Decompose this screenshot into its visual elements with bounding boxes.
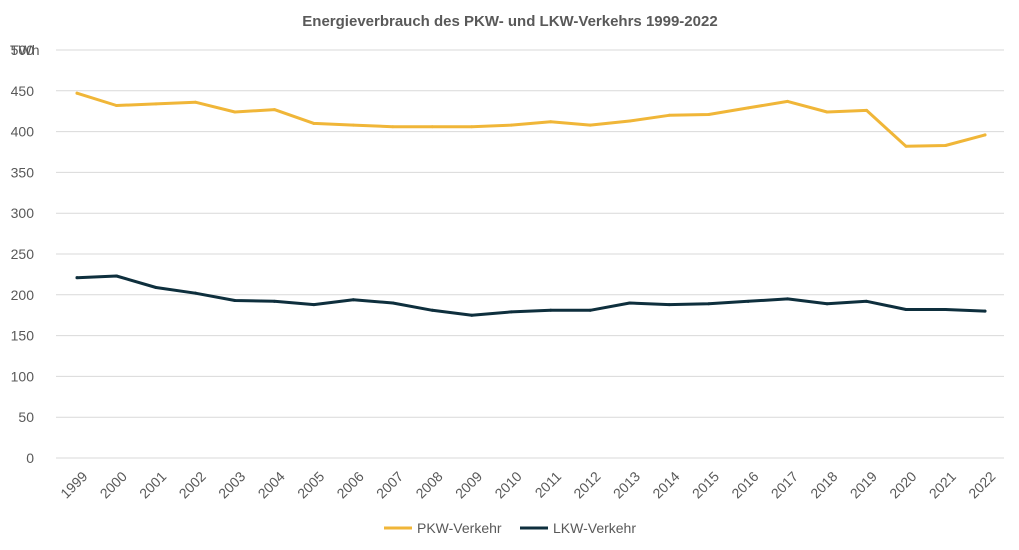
data-point [312, 303, 316, 307]
x-tick-label: 2018 [807, 468, 840, 501]
x-tick-label: 2021 [926, 468, 959, 501]
x-tick-label: 2000 [97, 468, 130, 501]
x-tick-label: 2013 [610, 468, 643, 501]
x-tick-label: 2002 [176, 468, 209, 501]
data-point [193, 291, 197, 295]
data-point [154, 285, 158, 289]
y-tick-label: 100 [11, 368, 35, 384]
y-tick-label: 200 [11, 287, 35, 303]
x-tick-label: 2003 [215, 468, 248, 501]
data-point [549, 308, 553, 312]
legend-label: LKW-Verkehr [553, 520, 636, 536]
data-point [391, 301, 395, 305]
data-point [786, 297, 790, 301]
data-point [865, 108, 869, 112]
data-point [628, 301, 632, 305]
data-point [114, 274, 118, 278]
data-point [470, 125, 474, 129]
data-point [312, 121, 316, 125]
y-tick-label: 250 [11, 246, 35, 262]
data-point [825, 110, 829, 114]
y-tick-label: 400 [11, 124, 35, 140]
data-point [272, 299, 276, 303]
data-point [983, 133, 987, 137]
y-axis-label: TWh [10, 42, 40, 58]
x-tick-label: 2020 [886, 468, 919, 501]
data-point [746, 299, 750, 303]
data-point [233, 110, 237, 114]
data-point [193, 100, 197, 104]
data-point [707, 112, 711, 116]
data-point [509, 310, 513, 314]
x-tick-label: 2017 [768, 468, 801, 501]
x-tick-label: 2016 [728, 468, 761, 501]
legend-label: PKW-Verkehr [417, 520, 502, 536]
x-tick-label: 2015 [689, 468, 722, 501]
data-point [470, 313, 474, 317]
data-point [391, 125, 395, 129]
data-point [667, 303, 671, 307]
gridlines [56, 49, 1004, 459]
data-point [944, 307, 948, 311]
x-tick-label: 2014 [649, 468, 682, 501]
x-tick-label: 2011 [532, 468, 565, 501]
data-point [588, 308, 592, 312]
data-point [430, 125, 434, 129]
data-point [707, 302, 711, 306]
series-line-pkw-verkehr [75, 91, 987, 148]
y-tick-label: 50 [18, 409, 34, 425]
series-lines [75, 91, 987, 317]
data-point [825, 302, 829, 306]
data-point [75, 276, 79, 280]
y-tick-label: 450 [11, 83, 35, 99]
data-point [628, 119, 632, 123]
x-tick-label: 2012 [570, 468, 603, 501]
chart-title: Energieverbrauch des PKW- und LKW-Verkeh… [302, 13, 717, 30]
data-point [983, 309, 987, 313]
x-axis-ticks: 1999 2000 2001 2002 2003 2004 2005 2006 2007 2008… [57, 468, 998, 501]
series-points-lkw-verkehr [75, 274, 987, 317]
x-tick-label: 2001 [136, 468, 169, 501]
data-point [351, 123, 355, 127]
x-tick-label: 2022 [965, 468, 998, 501]
x-tick-label: 2010 [491, 468, 524, 501]
data-point [746, 106, 750, 110]
series-line-lkw-verkehr [75, 274, 987, 317]
x-tick-label: 1999 [57, 468, 90, 501]
y-tick-label: 300 [11, 205, 35, 221]
data-point [351, 298, 355, 302]
x-tick-label: 2009 [452, 468, 485, 501]
data-point [786, 99, 790, 103]
data-point [233, 299, 237, 303]
data-point [549, 120, 553, 124]
y-tick-label: 0 [26, 450, 34, 466]
data-point [865, 299, 869, 303]
data-point [114, 103, 118, 107]
y-tick-label: 350 [11, 164, 35, 180]
y-tick-label: 150 [11, 328, 35, 344]
legend-item: LKW-Verkehr [520, 520, 636, 536]
data-point [509, 123, 513, 127]
x-tick-label: 2007 [373, 468, 406, 501]
x-tick-label: 2008 [412, 468, 445, 501]
legend: PKW-Verkehr LKW-Verkehr [384, 520, 636, 536]
x-tick-label: 2006 [333, 468, 366, 501]
data-point [944, 143, 948, 147]
legend-item: PKW-Verkehr [384, 520, 502, 536]
data-point [904, 307, 908, 311]
x-tick-label: 2019 [847, 468, 880, 501]
series-points-pkw-verkehr [75, 91, 987, 148]
x-tick-label: 2005 [294, 468, 327, 501]
data-point [667, 113, 671, 117]
data-point [430, 308, 434, 312]
data-point [272, 108, 276, 112]
data-point [75, 91, 79, 95]
data-point [588, 123, 592, 127]
data-point [904, 144, 908, 148]
x-tick-label: 2004 [255, 468, 288, 501]
y-axis-ticks: 0 50 100 150 200 250 300 350 400 450 500 [11, 42, 35, 466]
data-point [154, 102, 158, 106]
y-tick-label: 500 [11, 42, 35, 58]
